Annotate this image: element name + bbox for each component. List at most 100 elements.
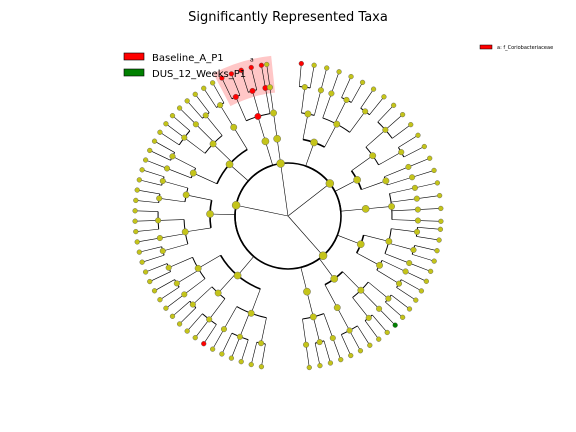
tree-edge — [331, 71, 340, 94]
tree-edge — [221, 333, 233, 355]
tree-edge — [323, 340, 331, 364]
taxon-node — [157, 129, 163, 135]
taxon-node — [325, 179, 335, 188]
taxon-node — [156, 195, 163, 202]
taxon-node — [356, 240, 365, 249]
tree-edge — [185, 227, 211, 233]
tree-edge — [361, 180, 386, 190]
taxon-node-baseline — [238, 67, 244, 73]
taxon-node — [247, 309, 255, 317]
taxon-node — [134, 239, 140, 245]
clade-highlight-a — [213, 55, 276, 107]
taxon-node — [304, 110, 312, 118]
tree-edge — [414, 245, 438, 251]
taxon-node — [382, 126, 389, 133]
tree-edge — [300, 267, 308, 292]
tree-edge — [257, 116, 266, 142]
tree-edge — [172, 301, 191, 317]
taxon-node — [201, 85, 207, 91]
taxon-node-baseline — [249, 87, 256, 94]
tree-edge — [365, 129, 386, 148]
tree-edge — [135, 210, 159, 212]
tree-edge — [391, 209, 418, 212]
tree-edge — [417, 220, 441, 222]
taxon-node — [346, 327, 353, 334]
taxon-node — [143, 157, 149, 163]
taxon-node — [438, 218, 444, 224]
tree-edge — [416, 195, 440, 199]
tree-edge — [210, 213, 236, 215]
tree-edge — [203, 324, 217, 344]
taxon-node — [376, 336, 382, 342]
taxon-node — [369, 152, 377, 160]
taxon-node — [261, 137, 270, 146]
taxon-node — [192, 91, 198, 97]
tree-edge — [287, 215, 324, 256]
tree-edge — [250, 288, 261, 314]
taxon-node — [327, 360, 334, 366]
taxon-node — [362, 108, 369, 115]
tree-edge — [260, 317, 267, 344]
taxon-node — [333, 120, 341, 128]
taxon-node — [348, 352, 354, 359]
taxon-node — [132, 208, 138, 214]
taxon-node — [233, 271, 242, 280]
tree-edge — [261, 343, 266, 367]
taxon-node — [136, 177, 142, 183]
tree-edge — [392, 124, 411, 139]
taxon-node — [225, 160, 234, 169]
tree-edge — [137, 189, 160, 195]
tree-edge — [302, 113, 309, 140]
taxon-node — [324, 65, 330, 71]
taxon-node — [248, 361, 254, 368]
taxon-node — [139, 259, 145, 265]
taxon-node — [258, 364, 265, 370]
tree-edge — [162, 243, 188, 252]
tree-edge — [401, 279, 422, 292]
taxon-node — [396, 280, 403, 287]
taxon-node — [231, 201, 241, 210]
tree-edge — [223, 306, 238, 330]
taxon-node-baseline — [254, 113, 262, 120]
tree-edge — [237, 256, 254, 276]
tree-edge — [149, 150, 171, 161]
taxon-node — [367, 342, 373, 348]
tree-edge — [240, 70, 249, 93]
tree-edge — [139, 246, 162, 253]
taxon-node — [388, 203, 395, 210]
taxon-node — [413, 297, 419, 303]
taxon-node — [415, 132, 421, 138]
tree-edge — [377, 105, 394, 123]
tree-edge — [176, 269, 200, 284]
tree-edge — [340, 208, 366, 212]
taxon-node — [411, 184, 418, 191]
tree-edge — [229, 164, 249, 182]
tree-edge — [313, 316, 320, 343]
taxon-node — [436, 237, 442, 243]
taxon-node — [176, 321, 183, 327]
taxon-node — [301, 84, 308, 91]
taxon-node — [406, 306, 413, 312]
taxon-node — [427, 155, 433, 161]
tree-edge — [198, 255, 221, 269]
tree-edge — [391, 228, 418, 233]
taxon-node — [303, 341, 310, 348]
taxon-node — [139, 167, 145, 173]
tree-edge — [384, 253, 410, 264]
taxon-node — [391, 102, 397, 108]
tree-edge — [364, 320, 379, 340]
taxon-node — [317, 363, 323, 369]
tree-edge — [378, 151, 402, 166]
tree-edge — [405, 271, 427, 282]
tree-edge — [384, 166, 409, 178]
cladogram-edges — [135, 63, 441, 368]
tree-arc — [234, 164, 273, 258]
clade-legend-swatch — [479, 44, 493, 50]
taxon-node — [136, 249, 142, 255]
tree-edge — [389, 187, 415, 194]
tree-edge — [372, 314, 388, 333]
tree-edge — [360, 88, 374, 109]
taxon-node — [266, 84, 273, 91]
clade-legend: a: f_Coriobacteriaceae — [479, 44, 553, 51]
